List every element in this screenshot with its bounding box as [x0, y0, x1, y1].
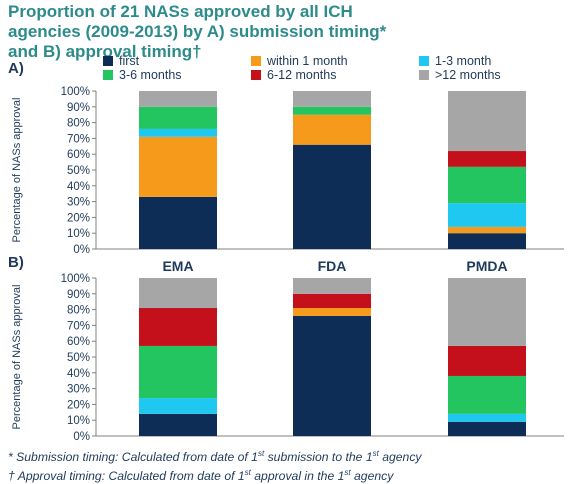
- legend-label-1-3-month: 1-3 month: [435, 54, 491, 68]
- bar-a-pmda-3-6-months: [448, 166, 526, 204]
- y-tick-label-a-7: 70%: [67, 133, 90, 145]
- y-tick-label-b-10: 100%: [61, 273, 90, 285]
- bar-a-pmda-within-1-month: [448, 226, 526, 234]
- legend-swatch-1-3-month: [419, 56, 429, 66]
- y-tick-label-a-2: 20%: [67, 212, 90, 224]
- y-tick-label-b-3: 30%: [67, 384, 90, 396]
- title-line-2: agencies (2009-2013) by A) submission ti…: [8, 22, 387, 41]
- y-tick-label-a-5: 50%: [67, 165, 90, 177]
- y-tick-label-b-2: 20%: [67, 399, 90, 411]
- bar-b-pmda-3-6-months: [448, 375, 526, 414]
- y-axis-label-b: Percentage of NASs approval: [11, 285, 23, 430]
- bar-a-fda-3-6-months: [293, 106, 371, 115]
- bar-b-pmda-12-months: [448, 278, 526, 346]
- bar-b-pmda-6-12-months: [448, 345, 526, 376]
- y-tick-label-a-3: 30%: [67, 197, 90, 209]
- legend-swatch-12-months: [419, 70, 429, 80]
- bar-b-fda-12-months: [293, 278, 371, 294]
- bar-a-fda-12-months: [293, 91, 371, 107]
- y-tick-label-b-6: 60%: [67, 336, 90, 348]
- bar-b-fda-6-12-months: [293, 293, 371, 309]
- bar-a-fda-first: [293, 144, 371, 249]
- footnotes: * Submission timing: Calculated from dat…: [8, 446, 568, 484]
- y-tick-label-b-7: 70%: [67, 320, 90, 332]
- y-axis-label-a: Percentage of NASs approval: [11, 98, 23, 243]
- legend-label-first: first: [119, 54, 140, 68]
- legend-swatch-first: [103, 56, 113, 66]
- bar-b-fda-within-1-month: [293, 308, 371, 316]
- legend-swatch-3-6-months: [103, 70, 113, 80]
- footnote-submission: * Submission timing: Calculated from dat…: [8, 449, 422, 465]
- y-tick-label-b-0: 0%: [73, 431, 90, 443]
- title-line-3: and B) approval timing†: [8, 42, 202, 61]
- legend-label-within-1-month: within 1 month: [266, 54, 348, 68]
- panel-b-label: B): [8, 254, 24, 271]
- legend-swatch-6-12-months: [251, 70, 261, 80]
- bar-a-ema-1-3-month: [139, 128, 217, 137]
- y-tick-label-a-0: 0%: [73, 244, 90, 256]
- category-label-pmda: PMDA: [466, 258, 507, 274]
- category-label-fda: FDA: [318, 258, 347, 274]
- chart-title: Proportion of 21 NASs approved by all IC…: [8, 2, 568, 62]
- bar-b-pmda-1-3-month: [448, 413, 526, 422]
- y-tick-label-a-10: 100%: [61, 86, 90, 98]
- bar-b-ema-3-6-months: [139, 345, 217, 399]
- bar-a-pmda-1-3-month: [448, 203, 526, 227]
- bar-b-fda-first: [293, 315, 371, 436]
- bar-a-pmda-first: [448, 233, 526, 249]
- legend-label-6-12-months: 6-12 months: [267, 68, 336, 82]
- footnote-approval: † Approval timing: Calculated from date …: [8, 468, 394, 484]
- bar-a-ema-first: [139, 196, 217, 249]
- bar-b-ema-6-12-months: [139, 308, 217, 346]
- y-tick-label-b-4: 40%: [67, 368, 90, 380]
- bar-b-pmda-first: [448, 421, 526, 436]
- y-tick-label-a-4: 40%: [67, 181, 90, 193]
- category-label-ema: EMA: [162, 258, 193, 274]
- legend-label-3-6-months: 3-6 months: [119, 68, 182, 82]
- bar-b-ema-12-months: [139, 278, 217, 309]
- bar-a-ema-12-months: [139, 91, 217, 107]
- y-tick-label-b-9: 90%: [67, 289, 90, 301]
- y-tick-label-a-1: 10%: [67, 228, 90, 240]
- bar-a-ema-within-1-month: [139, 136, 217, 197]
- legend-swatch-within-1-month: [251, 56, 261, 66]
- y-tick-label-a-8: 80%: [67, 118, 90, 130]
- bar-b-ema-1-3-month: [139, 398, 217, 414]
- bar-a-fda-within-1-month: [293, 114, 371, 145]
- y-tick-label-b-8: 80%: [67, 305, 90, 317]
- y-tick-label-a-9: 90%: [67, 102, 90, 114]
- bar-a-pmda-12-months: [448, 91, 526, 152]
- bar-a-ema-3-6-months: [139, 106, 217, 129]
- legend-label-12-months: >12 months: [435, 68, 501, 82]
- y-tick-label-b-5: 50%: [67, 352, 90, 364]
- bar-a-pmda-6-12-months: [448, 151, 526, 167]
- title-line-1: Proportion of 21 NASs approved by all IC…: [8, 2, 353, 21]
- bar-b-ema-first: [139, 413, 217, 436]
- y-tick-label-b-1: 10%: [67, 415, 90, 427]
- y-tick-label-a-6: 60%: [67, 149, 90, 161]
- panel-a-label: A): [8, 60, 24, 77]
